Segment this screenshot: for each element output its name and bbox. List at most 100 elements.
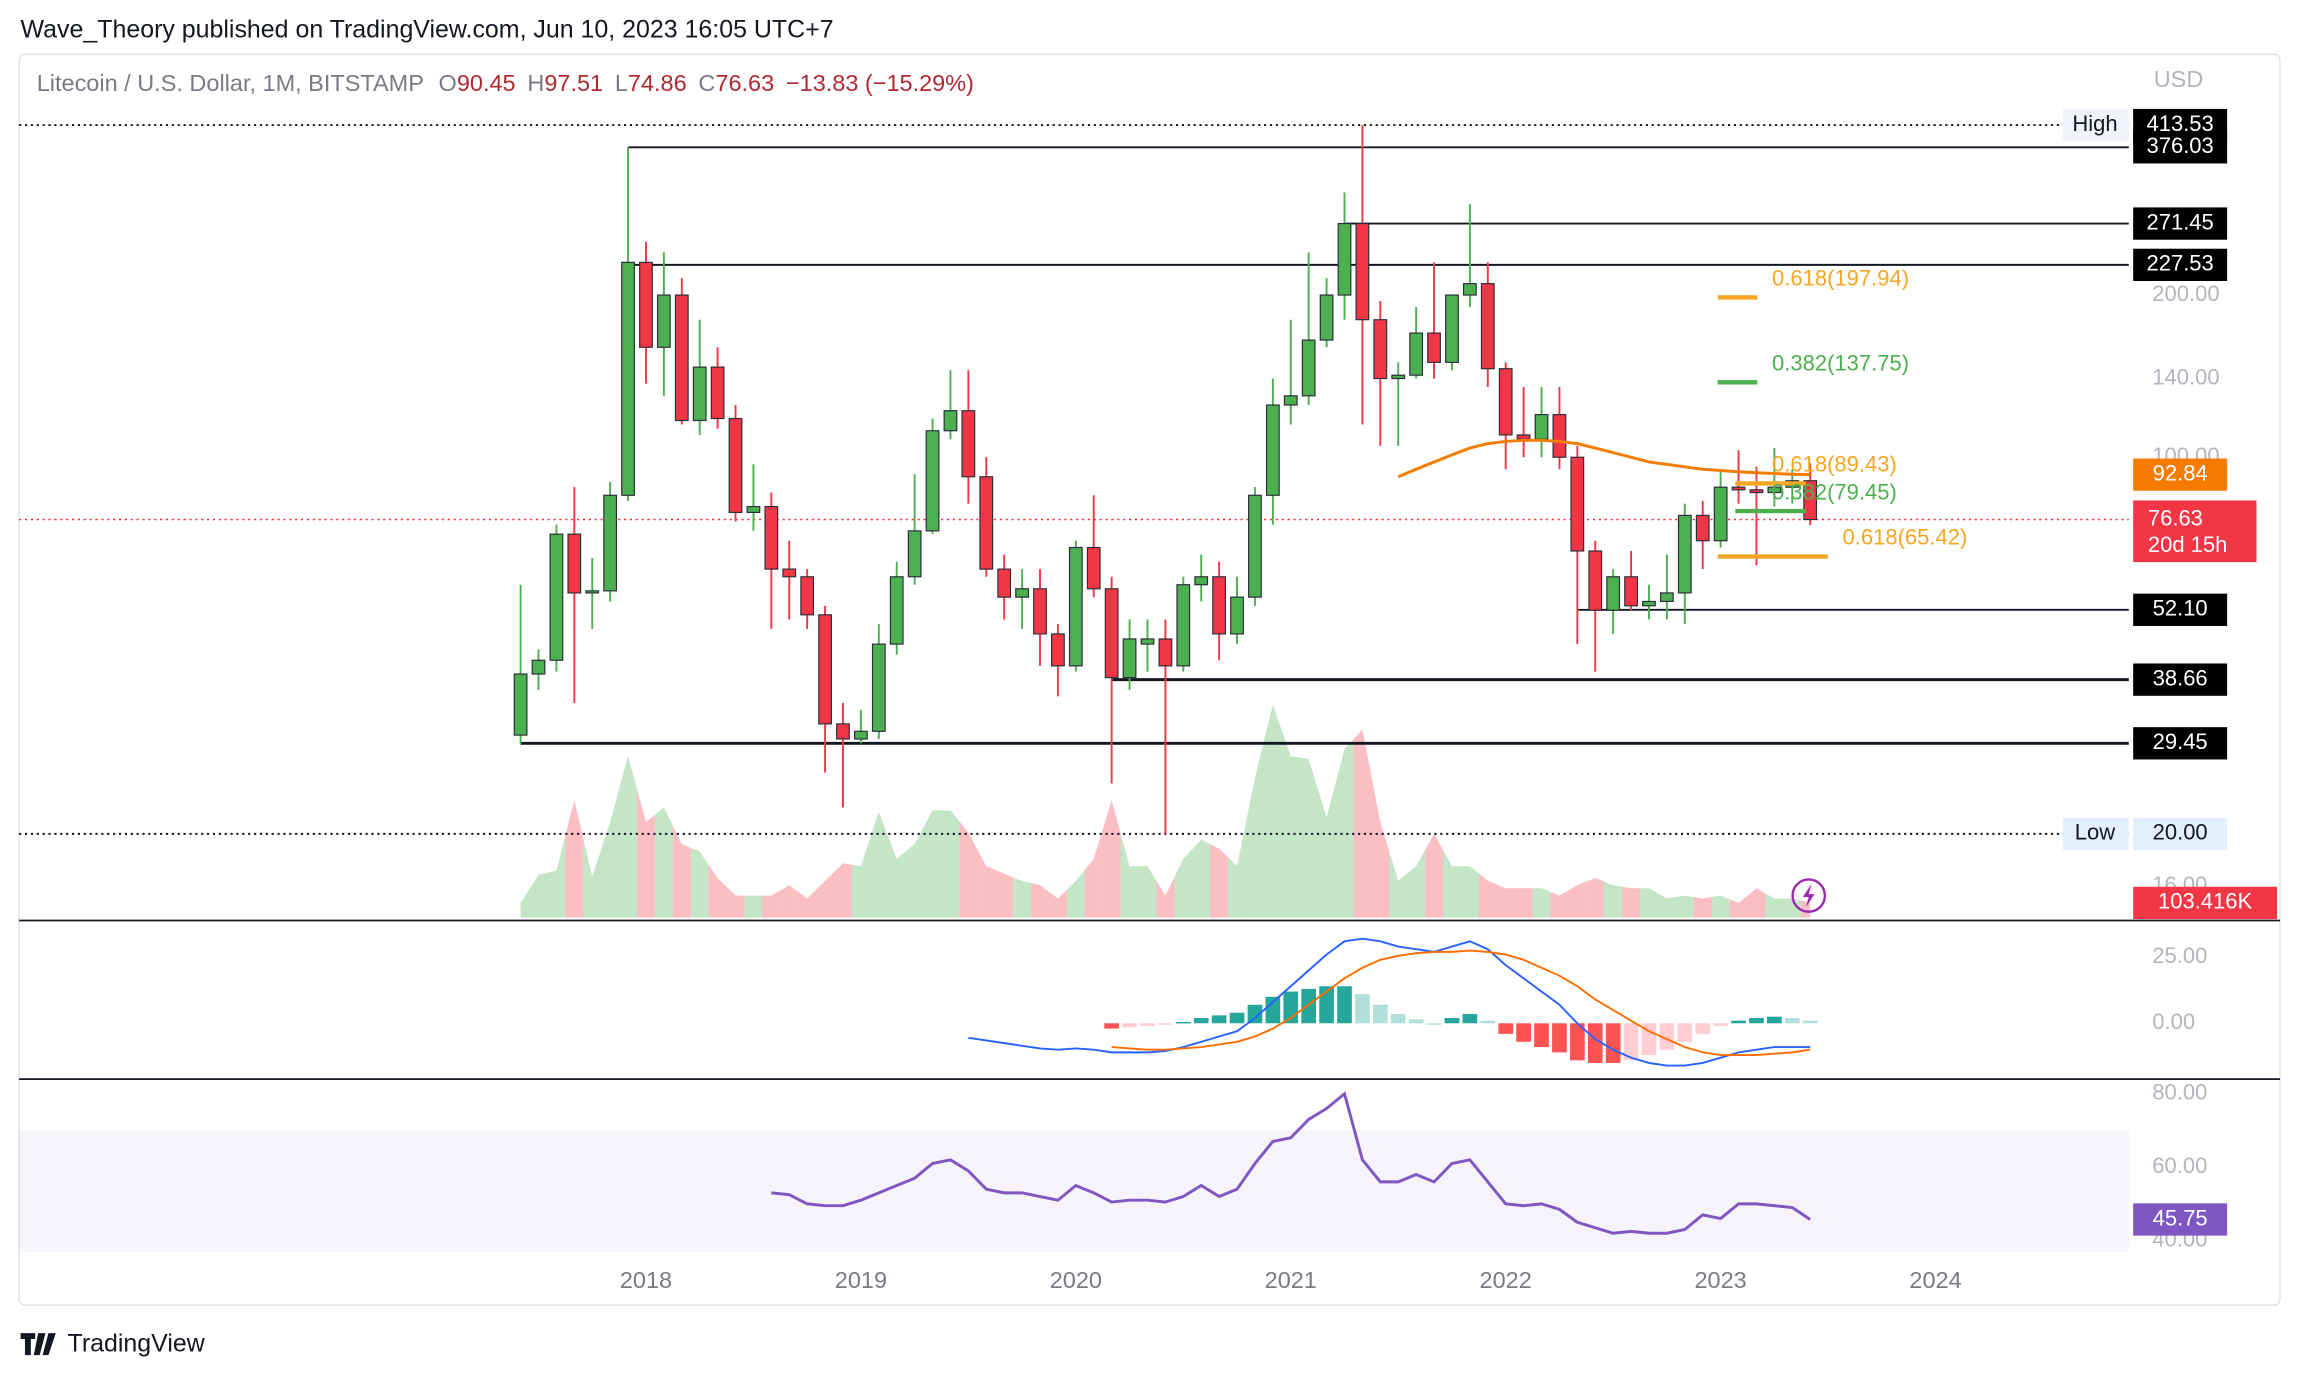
candle-body	[1731, 486, 1746, 491]
c-letter: C	[698, 70, 715, 96]
macd-hist	[1104, 1023, 1119, 1029]
macd-hist	[1677, 1023, 1693, 1042]
candle-body	[1068, 546, 1083, 667]
level-label: 227.53	[2146, 251, 2213, 276]
candle-body	[728, 417, 743, 513]
volume-area	[762, 890, 781, 918]
fib-label: 0.382(137.75)	[1772, 350, 1909, 375]
volume-area	[1550, 890, 1569, 918]
y-tick-label: 140.00	[2152, 364, 2219, 389]
candle-body	[621, 261, 635, 496]
macd-hist	[1534, 1023, 1549, 1048]
macd-tick-label: 25.00	[2152, 943, 2207, 968]
level-label-box	[2133, 817, 2228, 851]
macd-hist	[1569, 1023, 1585, 1061]
volume-area	[1604, 881, 1623, 918]
level-label: 376.03	[2146, 133, 2213, 158]
candle-body	[1427, 332, 1441, 363]
volume-area	[520, 888, 530, 918]
candle-body	[1248, 494, 1262, 598]
candle-body	[889, 576, 904, 645]
macd-hist	[1247, 1004, 1263, 1024]
candle-body	[1552, 413, 1567, 458]
volume-area	[869, 811, 888, 918]
volume-area	[654, 807, 673, 918]
macd-tick-label: 0.00	[2152, 1009, 2195, 1034]
candle-body	[907, 530, 922, 578]
volume-area	[1371, 775, 1390, 918]
candle-body	[1803, 480, 1818, 521]
macd-hist	[1462, 1014, 1478, 1024]
macd-hist	[1175, 1021, 1191, 1024]
candle-body	[1319, 294, 1334, 341]
volume-area	[1138, 866, 1157, 918]
candle-body	[674, 294, 689, 422]
ma-label-box	[2133, 458, 2228, 491]
candle-body	[1301, 339, 1316, 397]
volume-area	[1460, 866, 1479, 918]
rsi-label-box	[2133, 1203, 2228, 1236]
candle-body	[1409, 332, 1424, 376]
fib-label: 0.382(79.45)	[1772, 479, 1897, 504]
c-value: 76.63	[715, 70, 774, 96]
price-label: 76.63	[2148, 505, 2203, 530]
volume-area	[1657, 893, 1676, 918]
candle-body	[1659, 592, 1674, 603]
candle-body	[764, 505, 779, 570]
macd-hist	[1802, 1020, 1818, 1024]
candle-body	[1462, 283, 1477, 296]
volume-area	[1586, 877, 1605, 918]
volume-area	[977, 849, 996, 918]
macd-hist	[1265, 996, 1281, 1024]
volume-area	[1801, 900, 1811, 918]
macd-hist	[1731, 1020, 1746, 1024]
brand: TradingView	[68, 1329, 206, 1357]
volume-area	[1317, 783, 1336, 918]
volume-area	[547, 835, 566, 918]
candle-body	[997, 568, 1012, 598]
countdown: 20d 15h	[2148, 532, 2228, 557]
volume-area	[1443, 850, 1461, 918]
candle-body	[1051, 633, 1065, 667]
candle-body	[782, 568, 797, 578]
l-letter: L	[615, 70, 628, 96]
volume-area	[1675, 895, 1694, 918]
price-label-box	[2133, 500, 2257, 563]
macd-hist	[1122, 1023, 1137, 1028]
volume-area	[1407, 850, 1426, 918]
candle-body	[1516, 434, 1531, 440]
volume-area	[1245, 741, 1264, 918]
macd-hist	[1784, 1017, 1800, 1024]
macd-hist	[1516, 1023, 1531, 1042]
candle-body	[925, 430, 940, 532]
candle-body	[1086, 546, 1101, 590]
volume-area	[619, 756, 638, 918]
macd-hist	[1158, 1023, 1173, 1025]
candle-body	[656, 294, 671, 348]
macd-hist	[1229, 1012, 1245, 1024]
x-tick-label: 2024	[1909, 1267, 1961, 1293]
candle-body	[979, 476, 994, 570]
l-value: 74.86	[628, 70, 687, 96]
macd-hist	[1390, 1014, 1406, 1024]
candle-body	[585, 590, 600, 594]
y-tick-label: 200.00	[2152, 281, 2219, 306]
candle-body	[567, 533, 582, 594]
rsi-label: 45.75	[2153, 1205, 2208, 1230]
candle-body	[1570, 456, 1585, 552]
volume-area	[780, 885, 799, 918]
volume-area	[1031, 883, 1049, 918]
level-label: 271.45	[2146, 209, 2213, 234]
volume-area	[744, 895, 763, 918]
volume-area	[1353, 729, 1372, 918]
macd-hist	[1408, 1019, 1424, 1024]
symbol: Litecoin / U.S. Dollar, 1M, BITSTAMP	[37, 70, 424, 96]
candle-body	[531, 659, 546, 675]
candle-body	[871, 643, 886, 732]
volume-area	[1783, 898, 1802, 918]
macd-line	[968, 937, 1811, 1067]
macd-hist	[1426, 1023, 1442, 1025]
candle-body	[1337, 222, 1352, 296]
volume-area	[1066, 869, 1085, 918]
